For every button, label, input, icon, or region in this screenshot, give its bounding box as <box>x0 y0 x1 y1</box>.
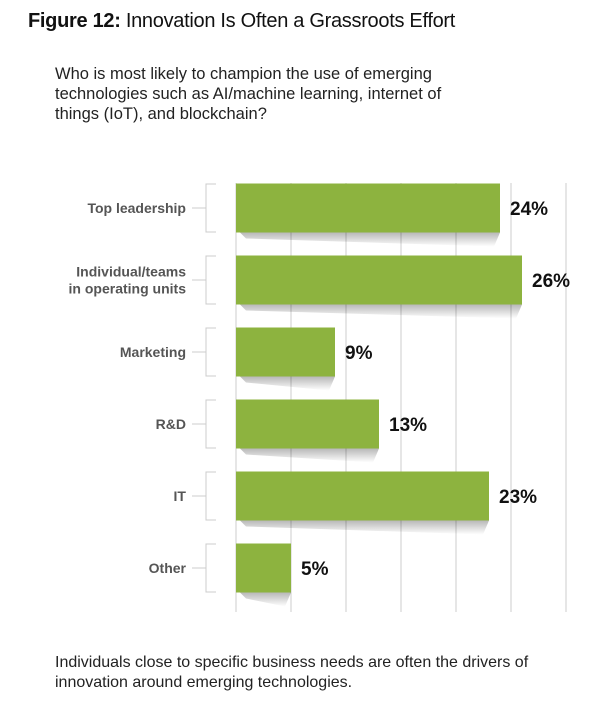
bar <box>236 543 291 593</box>
figure-label: Figure 12: <box>28 10 121 32</box>
bar-shadow <box>240 520 489 535</box>
bars <box>236 183 522 607</box>
bar-chart: 24% Top leadership 26% Individual/teams in o… <box>69 183 571 612</box>
bar-shadow <box>240 448 379 463</box>
category-label-line: IT <box>174 488 187 504</box>
gridlines <box>192 183 567 612</box>
bar <box>236 183 500 233</box>
bar-shadow <box>240 376 335 391</box>
bar-shadow <box>240 304 522 319</box>
category-bracket <box>205 327 216 377</box>
category-label-line: R&D <box>156 416 186 432</box>
category-label: Top leadership <box>87 200 186 216</box>
value-label: 13% <box>389 415 427 436</box>
chart-subtitle: Who is most likely to champion the use o… <box>55 65 442 123</box>
category-label-line: in operating units <box>69 281 187 297</box>
category-label: Other <box>149 560 187 576</box>
bar <box>236 471 489 521</box>
bar <box>236 399 379 449</box>
bar <box>236 327 335 377</box>
category-label-line: Marketing <box>120 344 186 360</box>
bar <box>236 255 522 305</box>
footer-note: Individuals close to specific business n… <box>55 654 529 691</box>
value-label: 24% <box>510 199 548 220</box>
category-bracket <box>205 543 216 593</box>
category-label-line: Individual/teams <box>76 264 186 280</box>
category-bracket <box>205 471 216 521</box>
category-label-line: Other <box>149 560 187 576</box>
chart-title: Figure 12: Innovation Is Often a Grassro… <box>28 10 455 33</box>
value-label: 26% <box>532 271 570 292</box>
category-bracket <box>205 399 216 449</box>
category-label: IT <box>174 488 187 504</box>
category-label-line: Top leadership <box>87 200 186 216</box>
value-label: 9% <box>345 343 373 364</box>
category-bracket <box>205 183 216 233</box>
category-label: Marketing <box>120 344 186 360</box>
value-label: 5% <box>301 559 329 580</box>
labels: 24% Top leadership 26% Individual/teams in o… <box>69 199 571 580</box>
category-label: R&D <box>156 416 186 432</box>
title-text: Innovation Is Often a Grassroots Effort <box>125 10 456 32</box>
bar-shadow <box>240 592 291 607</box>
bar-shadow <box>240 232 500 247</box>
category-label: Individual/teams in operating units <box>69 264 187 297</box>
category-bracket <box>205 255 216 305</box>
value-label: 23% <box>499 487 537 508</box>
